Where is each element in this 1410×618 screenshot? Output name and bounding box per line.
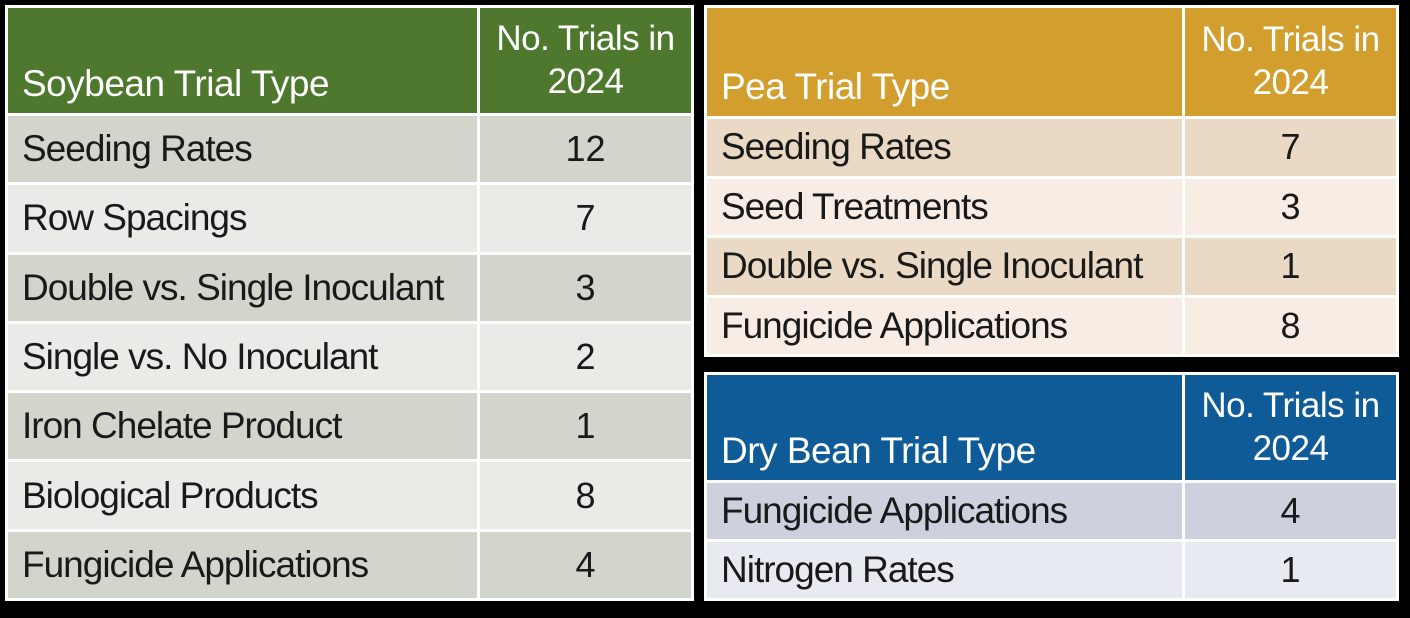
trial-type-cell: Iron Chelate Product: [22, 405, 342, 447]
table-row: Fungicide Applications 4: [8, 531, 691, 598]
trial-type-cell: Double vs. Single Inoculant: [721, 245, 1143, 287]
trial-type-cell: Fungicide Applications: [721, 304, 1068, 346]
table-title: Dry Bean Trial Type: [721, 430, 1036, 472]
soybean-trials-table: Soybean Trial Type No. Trials in 2024 Se…: [5, 5, 694, 601]
table-row: Nitrogen Rates 1: [707, 542, 1396, 598]
trial-count-cell: 4: [477, 531, 691, 598]
table-row: Seeding Rates 7: [707, 119, 1396, 176]
trial-type-cell: Single vs. No Inoculant: [22, 335, 378, 377]
table-row: Double vs. Single Inoculant 3: [8, 254, 691, 321]
trial-type-cell: Seeding Rates: [721, 126, 952, 168]
trial-count-cell: 12: [477, 116, 691, 183]
table-body: Seeding Rates 7 Seed Treatments 3 Double vs.…: [707, 119, 1396, 354]
trial-type-cell: Nitrogen Rates: [721, 549, 955, 590]
table-row: Fungicide Applications 4: [707, 483, 1396, 539]
table-header: Pea Trial Type No. Trials in 2024: [707, 8, 1396, 116]
table-row: Iron Chelate Product 1: [8, 393, 691, 460]
trial-count-cell: 1: [1182, 238, 1396, 295]
table-row: Row Spacings 7: [8, 185, 691, 252]
table-title: Pea Trial Type: [721, 66, 950, 108]
table-body: Seeding Rates 12 Row Spacings 7 Double vs. S…: [8, 116, 691, 598]
dry-bean-trials-table: Dry Bean Trial Type No. Trials in 2024 F…: [704, 372, 1399, 601]
trial-count-cell: 8: [477, 462, 691, 529]
table-row: Biological Products 8: [8, 462, 691, 529]
trial-count-cell: 1: [477, 393, 691, 460]
trial-count-cell: 3: [477, 254, 691, 321]
count-column-header: No. Trials in 2024: [1182, 8, 1396, 116]
trial-count-cell: 7: [477, 185, 691, 252]
table-header: Soybean Trial Type No. Trials in 2024: [8, 8, 691, 113]
table-body: Fungicide Applications 4 Nitrogen Rates 1: [707, 483, 1396, 598]
count-column-header: No. Trials in 2024: [477, 8, 691, 113]
count-column-header: No. Trials in 2024: [1182, 375, 1396, 480]
table-row: Seeding Rates 12: [8, 116, 691, 183]
trial-type-cell: Seeding Rates: [22, 128, 253, 170]
trial-count-cell: 8: [1182, 297, 1396, 354]
table-header: Dry Bean Trial Type No. Trials in 2024: [707, 375, 1396, 480]
trial-type-cell: Double vs. Single Inoculant: [22, 266, 444, 308]
trial-type-cell: Fungicide Applications: [721, 490, 1068, 531]
trial-count-cell: 4: [1182, 483, 1396, 539]
table-row: Fungicide Applications 8: [707, 297, 1396, 354]
trial-count-cell: 3: [1182, 178, 1396, 235]
trial-count-cell: 2: [477, 323, 691, 391]
table-title: Soybean Trial Type: [22, 63, 330, 105]
trial-count-cell: 7: [1182, 119, 1396, 176]
table-row: Seed Treatments 3: [707, 178, 1396, 235]
trial-type-cell: Row Spacings: [22, 197, 248, 239]
trial-type-cell: Biological Products: [22, 474, 319, 516]
trial-type-cell: Fungicide Applications: [22, 543, 369, 585]
trial-count-cell: 1: [1182, 542, 1396, 598]
trial-type-cell: Seed Treatments: [721, 185, 989, 227]
pea-trials-table: Pea Trial Type No. Trials in 2024 Seedin…: [704, 5, 1399, 357]
table-row: Double vs. Single Inoculant 1: [707, 238, 1396, 295]
table-row: Single vs. No Inoculant 2: [8, 323, 691, 391]
